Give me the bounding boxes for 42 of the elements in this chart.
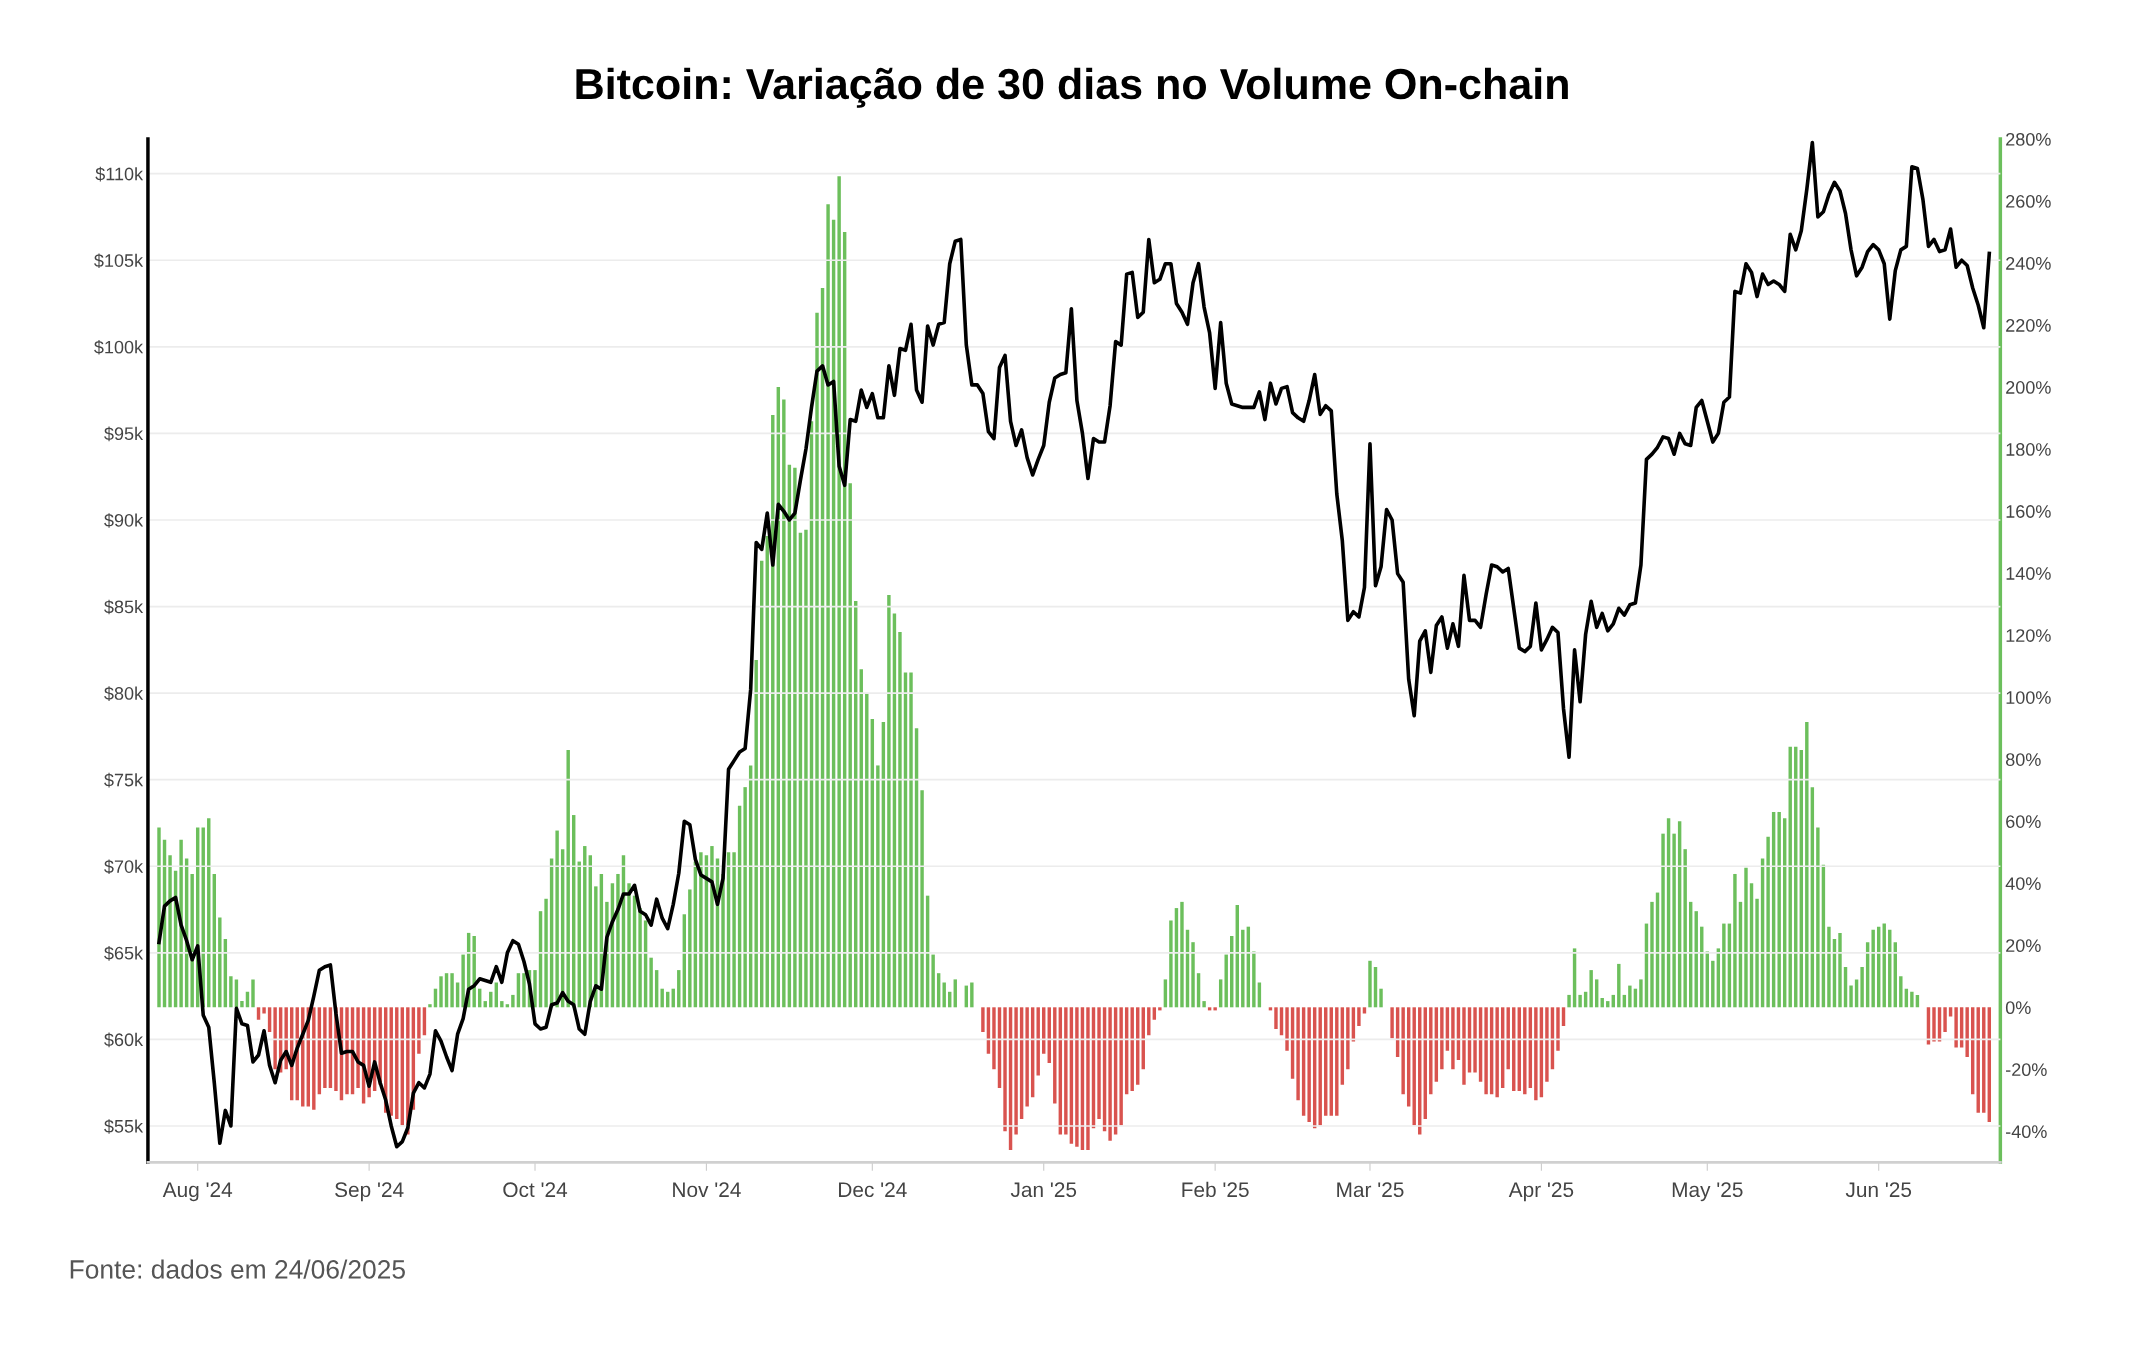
y2-tick-label: 280% [2006,132,2051,146]
y-tick-label: $100k [94,340,144,355]
x-tick-label: Nov '24 [673,1182,741,1198]
y-tick-label: $110k [95,166,144,182]
chart-title: Bitcoin: Variação de 30 dias no Volume On-chain [576,67,1568,108]
x-tick-label: Oct '24 [503,1182,568,1198]
y2-tick-label: 200% [2006,381,2051,394]
x-tick-label: Sep '24 [335,1182,404,1202]
x-tick-label: Jun '25 [1845,1182,1912,1198]
x-tick-label: Jan '25 [1010,1182,1077,1198]
x-tick-label: May '25 [1672,1182,1743,1202]
y2-tick-label: 160% [2006,505,2051,518]
y-tick-label: $80k [104,686,144,701]
y2-tick-label: 60% [2006,815,2041,828]
x-tick-label: Mar '25 [1337,1182,1404,1198]
y-tick-label: $95k [104,426,144,442]
y-tick-label: $85k [104,599,144,615]
y2-tick-label: 20% [2006,939,2041,953]
y-tick-label: $70k [104,859,144,875]
y2-tick-label: 120% [2006,629,2051,642]
y2-tick-label: 220% [2006,319,2051,332]
y2-tick-label: 100% [2006,691,2051,704]
y2-tick-label: 260% [2006,195,2051,208]
y-tick-label: $55k [104,1119,144,1134]
y-tick-label: $65k [104,946,144,961]
source-note: Fonte: dados em 24/06/2025 [70,1259,405,1279]
y2-tick-label: -20% [2006,1063,2047,1077]
y2-tick-label: 180% [2006,443,2051,456]
y-tick-label: $75k [104,772,144,788]
y-tick-label: $60k [104,1032,144,1048]
y2-tick-label: 240% [2006,257,2051,270]
y2-tick-label: 140% [2006,567,2051,580]
y2-tick-label: 0% [2005,1001,2031,1015]
y-tick-label: $90k [104,513,144,528]
y2-tick-label: 40% [2005,877,2041,890]
x-tick-label: Aug '24 [162,1182,233,1202]
y2-tick-label: -40% [2006,1125,2047,1139]
x-tick-label: Dec '24 [839,1182,907,1198]
y2-tick-label: 80% [2006,753,2041,766]
y-tick-label: $105k [94,253,144,269]
x-tick-label: Apr '25 [1508,1182,1574,1202]
x-tick-label: Feb '25 [1182,1181,1249,1198]
